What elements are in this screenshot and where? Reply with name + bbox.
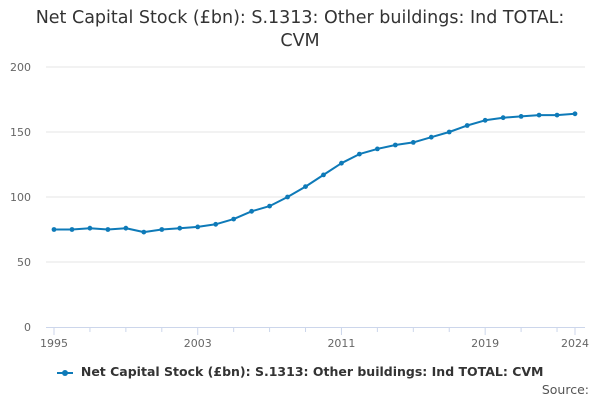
data-point-2006[interactable] xyxy=(249,208,255,214)
data-point-2014[interactable] xyxy=(392,142,398,148)
data-point-2003[interactable] xyxy=(195,224,201,230)
x-tick-label-1995: 1995 xyxy=(40,337,68,350)
data-point-2015[interactable] xyxy=(410,140,416,145)
series-layer xyxy=(51,111,578,235)
data-point-2019[interactable] xyxy=(482,117,488,123)
data-point-1995[interactable] xyxy=(51,227,57,232)
data-point-2000[interactable] xyxy=(141,229,147,235)
legend-marker-icon xyxy=(56,368,73,378)
y-tick-label-200: 200 xyxy=(10,61,31,74)
chart-title: Net Capital Stock (£bn): S.1313: Other b… xyxy=(35,8,565,51)
data-point-1997[interactable] xyxy=(87,225,93,231)
y-tick-label-150: 150 xyxy=(10,126,31,139)
data-point-1999[interactable] xyxy=(123,225,129,231)
data-point-2008[interactable] xyxy=(285,194,290,200)
data-point-2011[interactable] xyxy=(339,160,344,166)
legend-label: Net Capital Stock (£bn): S.1313: Other b… xyxy=(80,364,544,379)
data-point-2005[interactable] xyxy=(231,216,237,222)
data-point-2022[interactable] xyxy=(536,112,542,118)
data-point-2004[interactable] xyxy=(213,221,219,227)
x-tick-label-2003: 2003 xyxy=(184,337,212,350)
x-axis xyxy=(46,327,585,335)
x-tick-label-2019: 2019 xyxy=(471,337,499,350)
data-point-2023[interactable] xyxy=(554,112,560,118)
series-0 xyxy=(51,111,578,235)
data-point-2001[interactable] xyxy=(159,227,165,232)
data-point-2009[interactable] xyxy=(303,184,308,190)
data-point-2016[interactable] xyxy=(428,134,434,140)
data-point-2021[interactable] xyxy=(518,114,524,119)
data-point-2010[interactable] xyxy=(321,172,326,178)
data-point-2020[interactable] xyxy=(500,115,506,121)
data-point-2024[interactable] xyxy=(572,111,578,117)
y-tick-label-100: 100 xyxy=(10,191,31,204)
x-axis-labels: 1995 2003 2011 2019 2024 xyxy=(40,337,589,350)
data-point-2012[interactable] xyxy=(357,151,362,157)
legend[interactable]: Net Capital Stock (£bn): S.1313: Other b… xyxy=(0,364,600,379)
data-point-1998[interactable] xyxy=(105,227,111,232)
data-point-2018[interactable] xyxy=(464,123,470,128)
y-tick-label-50: 50 xyxy=(17,256,31,269)
data-point-2002[interactable] xyxy=(177,225,183,231)
data-point-1996[interactable] xyxy=(69,227,75,232)
gridlines xyxy=(46,66,585,263)
y-axis-labels: 0 50 100 150 200 xyxy=(10,61,31,334)
source-label: Source: xyxy=(541,382,589,397)
x-tick-label-2011: 2011 xyxy=(327,337,355,350)
data-point-2017[interactable] xyxy=(446,129,452,135)
series-line xyxy=(53,112,576,234)
data-point-2007[interactable] xyxy=(267,203,272,209)
y-tick-label-0: 0 xyxy=(24,321,31,334)
data-point-2013[interactable] xyxy=(374,146,380,152)
x-tick-label-2024: 2024 xyxy=(561,337,589,350)
